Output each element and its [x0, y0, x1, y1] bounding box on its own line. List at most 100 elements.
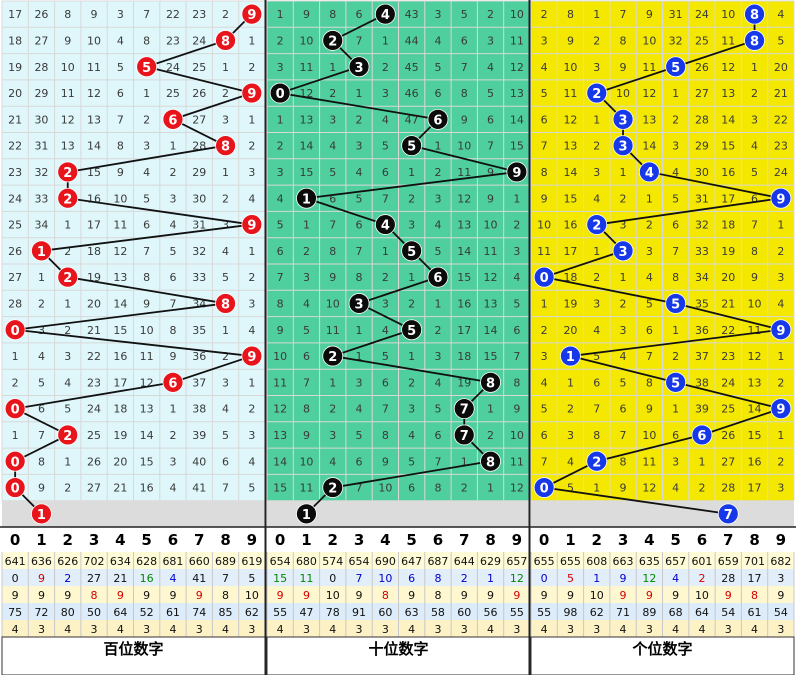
omission-value: 7 — [143, 8, 150, 21]
hundreds-ball — [241, 214, 263, 235]
ball-number: 0 — [540, 482, 549, 497]
omission-value: 4 — [593, 324, 600, 337]
omission-value: 22 — [87, 350, 101, 363]
stat-value: 10 — [326, 589, 340, 602]
omission-value: 9 — [620, 482, 627, 495]
omission-value: 2 — [487, 429, 494, 442]
digit-header-label: 4 — [644, 531, 654, 549]
omission-value: 6 — [143, 219, 150, 232]
omission-value: 20 — [113, 455, 127, 468]
stat-value: 657 — [665, 555, 686, 568]
omission-value: 5 — [541, 403, 548, 416]
omission-value: 2 — [303, 245, 310, 258]
stat-value: 11 — [299, 572, 313, 585]
stat-value: 75 — [8, 606, 22, 619]
omission-value: 4 — [777, 297, 784, 310]
stat-value: 2 — [64, 572, 71, 585]
stat-value: 3 — [196, 623, 203, 636]
stat-value: 10 — [245, 589, 259, 602]
omission-value: 10 — [273, 350, 287, 363]
omission-value: 47 — [405, 113, 419, 126]
omission-value: 24 — [721, 376, 735, 389]
stat-value: 7 — [222, 572, 229, 585]
ball-number: 3 — [619, 245, 628, 260]
omission-value: 14 — [299, 140, 313, 153]
omission-value: 4 — [222, 245, 229, 258]
omission-value: 15 — [748, 429, 762, 442]
ball-number: 9 — [247, 87, 256, 102]
ball-number: 8 — [221, 34, 230, 49]
omission-value: 11 — [140, 350, 154, 363]
omission-value: 3 — [620, 324, 627, 337]
stat-value: 4 — [277, 623, 284, 636]
stat-value: 0 — [12, 572, 19, 585]
ball-number: 2 — [328, 34, 337, 49]
stat-value: 3 — [303, 623, 310, 636]
omission-value: 1 — [513, 192, 520, 205]
stat-value: 10 — [590, 589, 604, 602]
omission-value: 38 — [192, 403, 206, 416]
digit-header-background — [2, 527, 265, 552]
tens-ball — [374, 3, 396, 25]
hundreds-title: 百位数字 — [103, 640, 163, 658]
omission-value: 29 — [695, 140, 709, 153]
omission-value: 1 — [620, 166, 627, 179]
stat-value: 4 — [117, 623, 124, 636]
stat-value: 2 — [461, 572, 468, 585]
stat-value: 21 — [113, 572, 127, 585]
omission-value: 4 — [248, 324, 255, 337]
omission-value: 6 — [356, 455, 363, 468]
ball-number: 2 — [63, 166, 72, 181]
omission-value: 24 — [87, 403, 101, 416]
omission-value: 21 — [113, 482, 127, 495]
omission-value: 5 — [487, 87, 494, 100]
omission-value: 3 — [64, 350, 71, 363]
digit-header-label: 9 — [247, 531, 257, 549]
stat-value: 9 — [567, 589, 574, 602]
hundreds-ball — [4, 398, 26, 420]
omission-value: 32 — [695, 219, 709, 232]
omission-value: 7 — [672, 245, 679, 258]
ball-number: 5 — [142, 61, 151, 76]
stat-value: 7 — [356, 572, 363, 585]
hundreds-ball — [4, 319, 26, 341]
stat-value: 3 — [38, 623, 45, 636]
omission-value: 5 — [382, 140, 389, 153]
stat-value: 4 — [541, 623, 548, 636]
omission-value: 6 — [461, 34, 468, 47]
omission-value: 2 — [382, 271, 389, 284]
ball-number: 2 — [328, 482, 337, 497]
omission-value: 4 — [541, 61, 548, 74]
omission-value: 22 — [166, 8, 180, 21]
stat-value: 4 — [64, 623, 71, 636]
digit-header-label: 3 — [354, 531, 364, 549]
omission-value: 9 — [620, 61, 627, 74]
omission-value: 2 — [593, 140, 600, 153]
omission-value: 43 — [405, 8, 419, 21]
omission-value: 2 — [434, 324, 441, 337]
omission-value: 5 — [64, 403, 71, 416]
omission-value: 2 — [567, 403, 574, 416]
stat-value: 60 — [457, 606, 471, 619]
units-ball — [717, 503, 739, 525]
omission-value: 4 — [303, 297, 310, 310]
omission-value: 1 — [222, 61, 229, 74]
omission-value: 2 — [487, 8, 494, 21]
omission-value: 5 — [329, 166, 336, 179]
omission-value: 14 — [748, 403, 762, 416]
ball-number: 3 — [355, 297, 364, 312]
omission-value: 12 — [721, 61, 735, 74]
omission-value: 9 — [64, 34, 71, 47]
stat-value: 9 — [620, 572, 627, 585]
omission-value: 8 — [143, 34, 150, 47]
omission-value: 20 — [87, 297, 101, 310]
omission-value: 3 — [303, 271, 310, 284]
omission-value: 15 — [299, 166, 313, 179]
omission-value: 34 — [34, 219, 48, 232]
units-ball — [770, 398, 792, 420]
stat-value: 4 — [672, 572, 679, 585]
stat-value: 1 — [593, 572, 600, 585]
stat-value: 634 — [110, 555, 131, 568]
stat-value: 629 — [480, 555, 501, 568]
omission-value: 13 — [87, 113, 101, 126]
